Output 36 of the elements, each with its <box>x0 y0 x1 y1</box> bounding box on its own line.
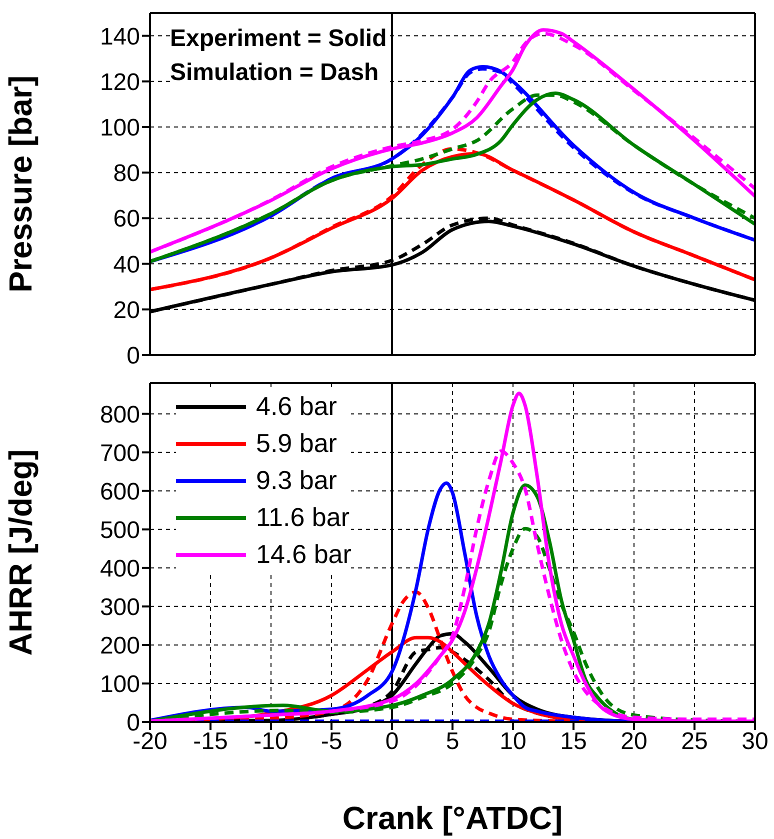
x-tick-label: 10 <box>500 728 526 756</box>
legend-label: 11.6 bar <box>256 501 350 534</box>
x-tick-label: -5 <box>320 728 342 756</box>
x-tick-label: 15 <box>560 728 587 756</box>
y-tick-label: 20 <box>113 296 140 324</box>
y-tick-label: 100 <box>100 670 140 698</box>
x-axis-title: Crank [°ATDC] <box>342 800 563 836</box>
y-tick-label: 700 <box>100 440 140 467</box>
y-tick-label: 40 <box>113 251 140 278</box>
y-tick-label: 0 <box>126 342 140 370</box>
y-tick-label: 400 <box>100 555 140 582</box>
y-tick-label: 60 <box>113 206 140 233</box>
x-tick-label: -15 <box>193 728 228 756</box>
legend-label: 5.9 bar <box>256 427 337 460</box>
x-tick-label: 25 <box>681 728 708 756</box>
x-tick-label: 5 <box>446 728 460 756</box>
x-tick-label: 20 <box>620 728 648 756</box>
y-axis-title: Pressure [bar] <box>2 76 38 292</box>
y-tick-label: 800 <box>100 401 140 428</box>
annotation: Experiment = Solid <box>170 24 387 54</box>
y-axis-title: AHRR [J/deg] <box>2 449 38 656</box>
y-tick-label: 120 <box>100 68 140 96</box>
legend-label: 9.3 bar <box>256 464 337 497</box>
y-tick-label: 500 <box>100 516 140 544</box>
x-tick-label: 0 <box>385 728 399 756</box>
y-tick-label: 140 <box>100 23 140 50</box>
y-tick-label: 600 <box>100 478 140 506</box>
x-tick-label: -10 <box>254 728 288 756</box>
legend-label: 14.6 bar <box>256 538 352 571</box>
y-tick-label: 100 <box>100 114 140 142</box>
annotation: Simulation = Dash <box>170 58 380 88</box>
y-tick-label: 300 <box>100 594 140 621</box>
y-tick-label: 200 <box>100 632 140 660</box>
x-tick-label: 30 <box>742 728 768 756</box>
legend-label: 4.6 bar <box>256 390 337 423</box>
y-tick-label: 80 <box>113 160 140 188</box>
